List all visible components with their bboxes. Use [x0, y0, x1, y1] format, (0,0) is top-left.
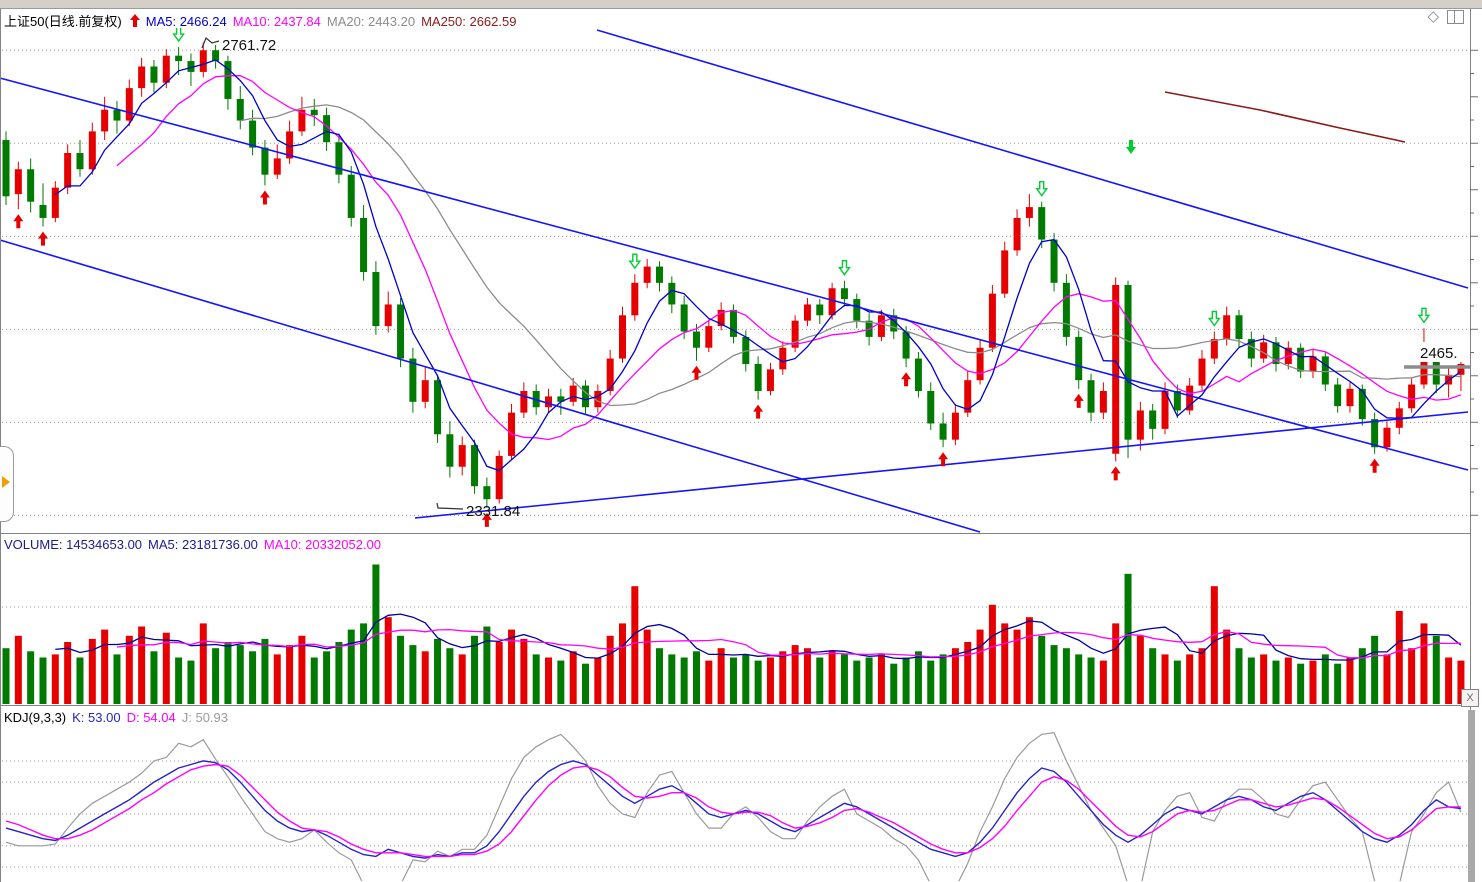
kdj-indicator-name: KDJ(9,3,3) [4, 710, 67, 725]
close-indicator-button[interactable]: X [1461, 689, 1479, 707]
main-chart-header: 上证50(日线.前复权) MA5: 2466.24 MA10: 2437.84 MA2… [4, 11, 522, 30]
top-splitter-bar[interactable] [0, 0, 1482, 9]
trendlines-layer [1, 29, 1469, 533]
kdj-j-value: J: 50.93 [181, 710, 228, 725]
ma5-value: MA5: 2466.24 [145, 14, 227, 29]
kdj-k-value: K: 53.00 [72, 710, 121, 725]
ma20-value: MA20: 2443.20 [326, 14, 416, 29]
sidebar-expand-tab[interactable] [0, 446, 14, 522]
volume-pane-header: VOLUME: 14534653.00 MA5: 23181736.00 MA10:… [4, 537, 387, 552]
last-price-annotation: 2465. [1420, 345, 1458, 362]
chart-title: 上证50(日线.前复权) [4, 14, 122, 29]
peak-price-annotation: 2761.72 [222, 37, 276, 54]
expand-triangle-icon [2, 476, 10, 488]
volume-ma5-value: MA5: 23181736.00 [148, 537, 258, 552]
vertical-scrollbar[interactable] [1468, 710, 1475, 882]
price-ma-layer [54, 59, 1462, 472]
split-window-icon[interactable] [1447, 10, 1464, 24]
candles-layer [2, 42, 1465, 508]
annotations-layer: 2761.72 2331.84 2465. [201, 37, 1470, 520]
ma250-value: MA250: 2662.59 [421, 14, 517, 29]
kdj-lines-layer [5, 732, 1462, 881]
low-price-annotation: 2331.84 [466, 503, 520, 520]
volume-ma10-value: MA10: 20332052.00 [263, 537, 382, 552]
volume-ma-layer [55, 613, 1462, 661]
signal-arrows-layer [13, 28, 1431, 527]
ma10-value: MA10: 2437.84 [232, 14, 321, 29]
up-arrow-icon [129, 14, 140, 30]
kdj-d-value: D: 54.04 [126, 710, 176, 725]
volume-bars-layer [2, 564, 1465, 704]
pane-corner-controls: ◇ [1427, 8, 1464, 25]
volume-value: VOLUME: 14534653.00 [4, 537, 143, 552]
kdj-pane-header: KDJ(9,3,3) K: 53.00 D: 54.04 J: 50.93 [4, 710, 234, 725]
diamond-icon[interactable]: ◇ [1427, 8, 1439, 25]
axis-chrome-layer [0, 8, 1478, 882]
